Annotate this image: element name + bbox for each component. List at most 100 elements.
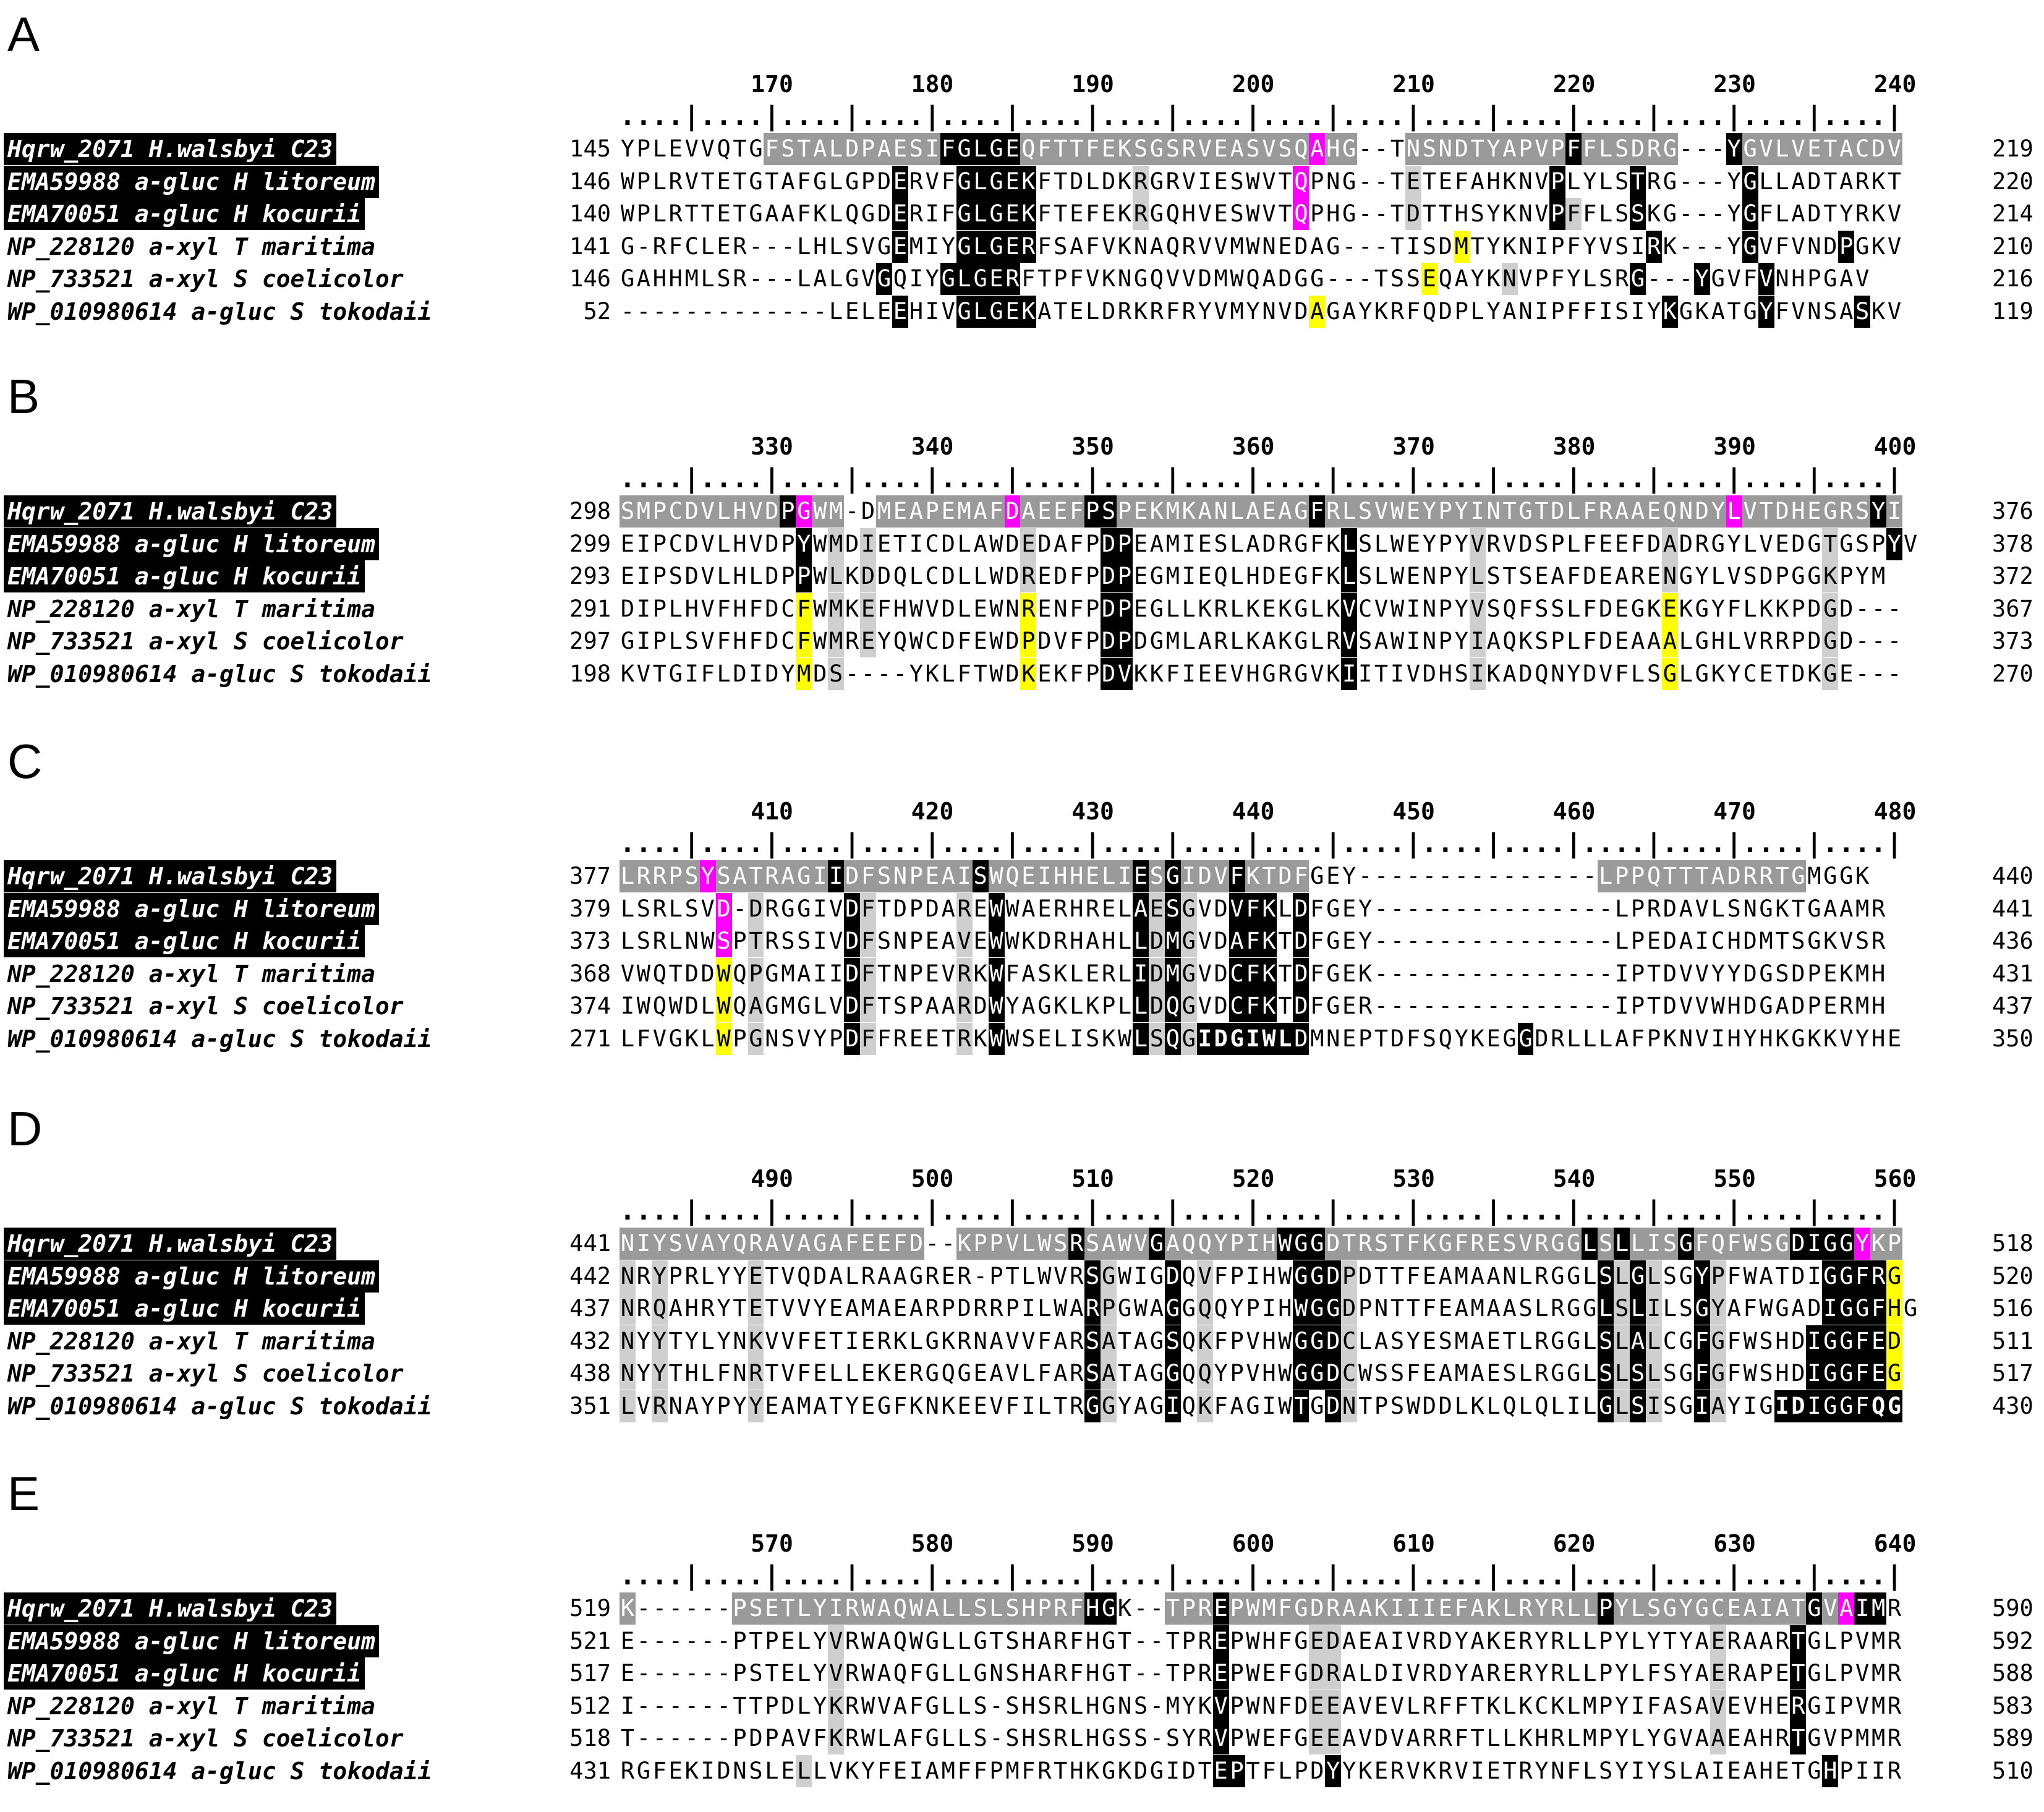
residue: V — [1887, 233, 1902, 260]
residue: L — [1565, 1592, 1582, 1625]
sequence-label: Hqrw_2071 H.walsbyi C23 — [4, 133, 337, 165]
residue: V — [861, 233, 875, 260]
residue: F — [1854, 1325, 1871, 1357]
residue: D — [749, 1725, 763, 1751]
residue: I — [1630, 233, 1645, 260]
residue: - — [1663, 265, 1677, 292]
residue: S — [1758, 1228, 1774, 1260]
residue: A — [1727, 1295, 1741, 1322]
residue: C — [1229, 957, 1245, 990]
residue: S — [1470, 200, 1484, 227]
residue: G — [1886, 1390, 1902, 1422]
residue: W — [1246, 233, 1260, 260]
residue: R — [1695, 530, 1709, 557]
residue: E — [747, 1260, 764, 1293]
residue: Y — [1454, 530, 1468, 557]
residue: W — [1246, 1725, 1260, 1751]
residue: Q — [1196, 1293, 1213, 1325]
residue: - — [1567, 895, 1581, 922]
residue: K — [1180, 495, 1197, 528]
residue: Y — [733, 1392, 747, 1419]
residue: E — [1086, 960, 1100, 987]
residue: G — [1310, 265, 1324, 292]
residue: A — [780, 860, 796, 892]
residue: F — [860, 990, 876, 1022]
residue: N — [1551, 1757, 1565, 1784]
residue: G — [1823, 265, 1837, 292]
residue: S — [1358, 530, 1373, 557]
residue: R — [956, 892, 973, 925]
residue: H — [1775, 1360, 1789, 1387]
residue: R — [1646, 168, 1661, 195]
panel-letter: B — [7, 369, 40, 424]
residue: P — [1759, 1660, 1773, 1686]
ruler-number: 620 — [1552, 1530, 1596, 1557]
residue: F — [1277, 1592, 1293, 1625]
residue: V — [1469, 528, 1486, 560]
residue: T — [765, 1360, 779, 1387]
residue: D — [1438, 1627, 1452, 1654]
ruler-number: 180 — [911, 71, 954, 98]
residue: A — [925, 993, 939, 1019]
residue: S — [1854, 495, 1871, 528]
residue: P — [1551, 297, 1565, 325]
sequence-label: NP_733521 a-xyl S coelicolor — [7, 1360, 404, 1387]
residue: W — [1246, 200, 1260, 227]
residue: K — [1198, 595, 1212, 622]
start-position: 374 — [569, 993, 611, 1019]
residue: D — [1791, 530, 1805, 557]
residue: G — [1294, 563, 1308, 589]
residue: F — [1567, 297, 1581, 325]
residue: T — [1630, 165, 1646, 198]
residue: L — [829, 297, 843, 325]
residue: L — [1582, 1592, 1598, 1625]
residue: H — [1261, 1228, 1277, 1260]
residue: D — [1294, 297, 1308, 325]
residue: I — [1245, 1022, 1261, 1055]
residue: G — [1437, 1228, 1454, 1260]
residue: G — [1549, 1228, 1566, 1260]
residue: S — [972, 1592, 989, 1625]
residue: M — [1164, 495, 1181, 528]
end-position: 440 — [1992, 863, 2033, 889]
residue: D — [1663, 960, 1677, 987]
residue: Y — [1533, 1592, 1550, 1625]
residue: H — [1438, 660, 1452, 687]
residue: V — [1373, 495, 1389, 528]
residue: Y — [1214, 1360, 1228, 1387]
residue: F — [1070, 530, 1084, 557]
residue: W — [1293, 1293, 1309, 1325]
residue: L — [1598, 860, 1614, 892]
residue: R — [1070, 1327, 1084, 1354]
residue: P — [1438, 530, 1452, 557]
residue: A — [1342, 1627, 1356, 1654]
residue: D — [1070, 168, 1084, 195]
residue: Y — [1679, 1660, 1693, 1686]
residue: E — [1309, 1625, 1326, 1657]
residue: H — [1052, 860, 1069, 892]
residue: I — [909, 1757, 923, 1784]
residue: K — [828, 1690, 845, 1722]
residue: K — [1775, 895, 1789, 922]
residue: P — [1230, 1327, 1244, 1354]
residue: F — [1262, 1757, 1276, 1784]
residue: Y — [1117, 1392, 1132, 1419]
residue: G — [749, 135, 763, 162]
residue: H — [1021, 1692, 1036, 1719]
end-position: 210 — [1992, 233, 2033, 260]
residue: E — [1374, 1757, 1389, 1784]
residue: D — [1212, 1022, 1229, 1055]
residue: S — [1855, 928, 1870, 954]
residue: P — [1182, 1627, 1196, 1654]
residue: - — [749, 265, 763, 292]
residue: L — [861, 297, 875, 325]
residue: W — [861, 1725, 875, 1751]
residue: S — [1358, 563, 1373, 589]
residue: L — [1679, 660, 1693, 687]
residue: T — [1117, 1360, 1132, 1387]
residue: - — [1374, 993, 1389, 1019]
residue: T — [1502, 1757, 1517, 1784]
residue: N — [1518, 297, 1533, 325]
end-position: 588 — [1992, 1660, 2033, 1686]
residue: G — [925, 1660, 939, 1686]
